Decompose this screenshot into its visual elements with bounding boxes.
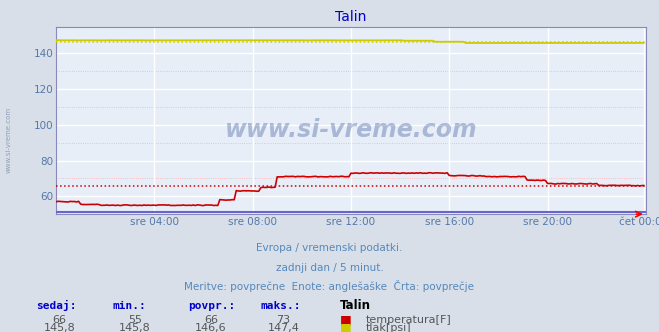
Text: Meritve: povprečne  Enote: anglešaške  Črta: povprečje: Meritve: povprečne Enote: anglešaške Črt… (185, 281, 474, 292)
Text: 145,8: 145,8 (119, 323, 151, 332)
Text: ■: ■ (339, 313, 351, 326)
Text: 55: 55 (128, 315, 142, 325)
Text: www.si-vreme.com: www.si-vreme.com (225, 118, 477, 142)
Text: www.si-vreme.com: www.si-vreme.com (5, 106, 11, 173)
Text: tlak[psi]: tlak[psi] (366, 323, 411, 332)
Text: maks.:: maks.: (260, 301, 301, 311)
Title: Talin: Talin (335, 10, 366, 24)
Text: 66: 66 (52, 315, 67, 325)
Text: 66: 66 (204, 315, 218, 325)
Text: ■: ■ (339, 321, 351, 332)
Text: sedaj:: sedaj: (36, 300, 76, 311)
Text: min.:: min.: (112, 301, 146, 311)
Text: zadnji dan / 5 minut.: zadnji dan / 5 minut. (275, 263, 384, 273)
Text: temperatura[F]: temperatura[F] (366, 315, 451, 325)
Text: povpr.:: povpr.: (188, 301, 235, 311)
Text: 146,6: 146,6 (195, 323, 227, 332)
Text: 145,8: 145,8 (43, 323, 75, 332)
Text: Talin: Talin (339, 299, 370, 312)
Text: Evropa / vremenski podatki.: Evropa / vremenski podatki. (256, 243, 403, 253)
Text: 147,4: 147,4 (268, 323, 299, 332)
Text: 73: 73 (276, 315, 291, 325)
